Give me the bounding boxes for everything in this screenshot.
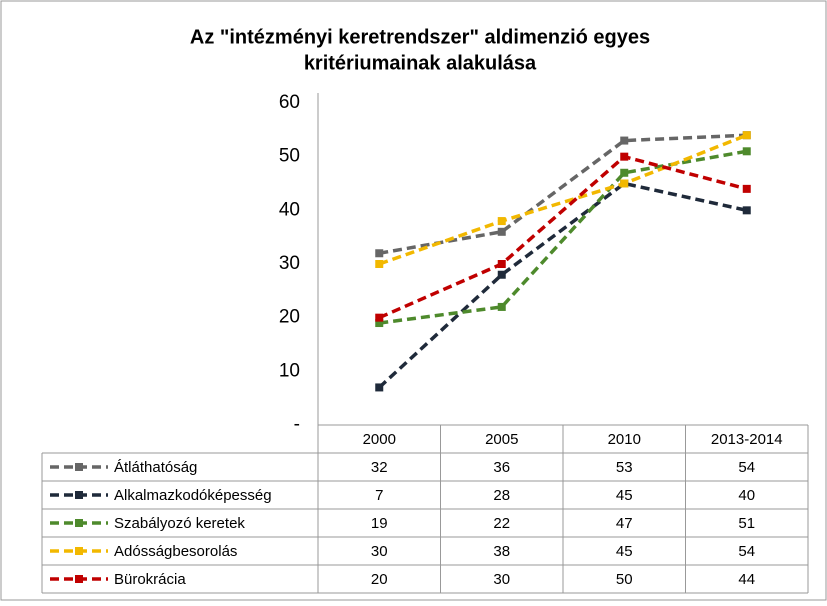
table-cell: 50	[616, 571, 633, 588]
series-line	[378, 154, 748, 320]
table-cell: 51	[738, 515, 755, 532]
chart-title: kritériumainak alakulása	[304, 52, 537, 74]
chart-title: Az "intézményi keretrendszer" aldimenzió…	[190, 26, 650, 48]
point-marker	[375, 249, 384, 258]
table-cell: 38	[493, 543, 510, 560]
point-marker	[375, 313, 384, 322]
legend-label: Átláthatóság	[114, 459, 197, 476]
point-marker	[375, 319, 384, 328]
legend-key-marker	[75, 547, 83, 555]
x-tick-label: 2005	[485, 431, 518, 448]
legend-key-marker	[75, 463, 83, 471]
x-tick-label: 2013-2014	[711, 431, 783, 448]
point-marker	[497, 260, 506, 268]
table-cell: 40	[738, 487, 755, 504]
legend-label: Alkalmazkodóképesség	[114, 487, 272, 504]
x-tick-label: 2000	[363, 431, 396, 448]
table-cell: 32	[371, 459, 388, 476]
legend-label: Szabályozó keretek	[114, 515, 245, 532]
point-marker	[620, 168, 629, 177]
table-cell: 45	[616, 487, 633, 504]
point-marker	[742, 147, 751, 156]
y-tick-label: 30	[279, 253, 300, 274]
legend-label: Adósságbesorolás	[114, 543, 237, 560]
y-tick-label: 40	[279, 199, 300, 220]
y-tick-label: 20	[279, 307, 300, 328]
point-marker	[620, 152, 629, 161]
y-tick-label: 10	[279, 360, 300, 381]
table-cell: 30	[371, 543, 388, 560]
point-marker	[375, 383, 384, 392]
table-cell: 47	[616, 515, 633, 532]
table-cell: 28	[493, 487, 510, 504]
table-cell: 19	[371, 515, 388, 532]
point-marker	[742, 206, 751, 215]
legend-key-marker	[75, 519, 83, 527]
table-cell: 36	[493, 459, 510, 476]
legend-key-marker	[75, 575, 83, 583]
series-line	[378, 181, 748, 389]
table-cell: 44	[738, 571, 755, 588]
y-tick-label: 60	[279, 92, 300, 113]
point-marker	[497, 217, 506, 226]
x-tick-label: 2010	[608, 431, 641, 448]
point-marker	[497, 270, 506, 279]
point-marker	[375, 260, 384, 268]
point-marker	[497, 302, 506, 311]
y-tick-label: -	[294, 414, 300, 435]
point-marker	[497, 227, 506, 236]
point-marker	[620, 136, 629, 145]
table-cell: 7	[375, 487, 383, 504]
legend-label: Bürokrácia	[114, 571, 186, 588]
table-cell: 53	[616, 459, 633, 476]
table-cell: 54	[738, 543, 755, 560]
series-line	[379, 149, 748, 325]
series-line	[378, 133, 748, 266]
legend-key-marker	[75, 491, 83, 499]
table-cell: 30	[493, 571, 510, 588]
table-cell: 45	[616, 543, 633, 560]
y-tick-label: 50	[279, 146, 300, 167]
point-marker	[742, 184, 751, 193]
point-marker	[742, 131, 751, 140]
table-cell: 54	[738, 459, 755, 476]
table-cell: 22	[493, 515, 510, 532]
point-marker	[620, 179, 629, 188]
table-cell: 20	[371, 571, 388, 588]
